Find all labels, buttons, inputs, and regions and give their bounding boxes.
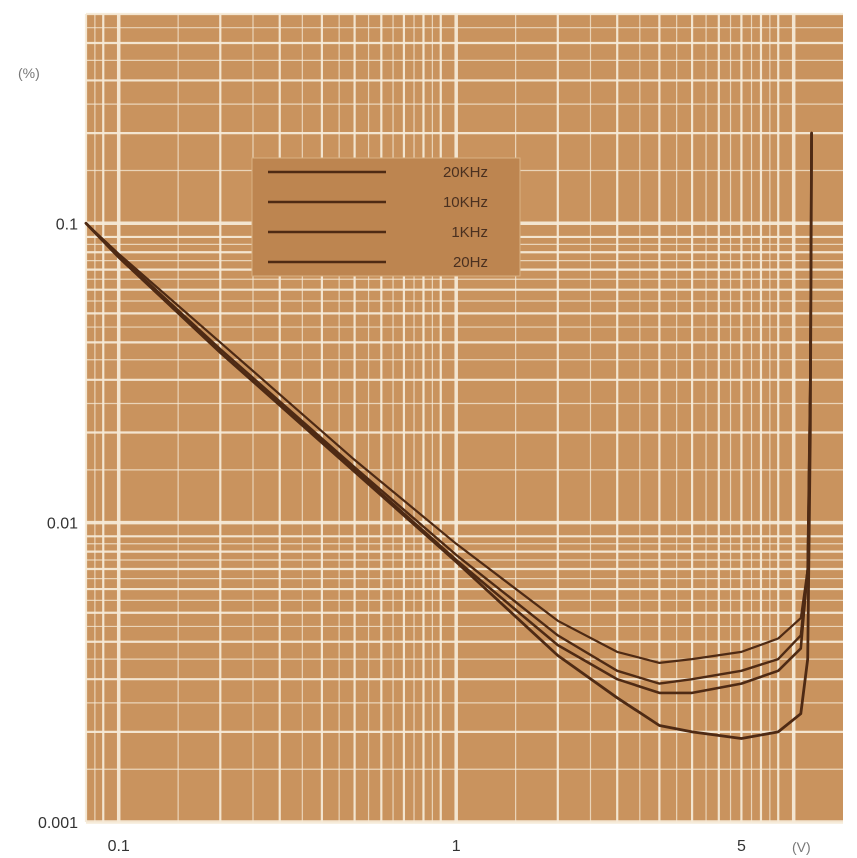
legend-box bbox=[251, 157, 521, 277]
series-line-20hz bbox=[84, 131, 813, 740]
x-tick-label: 5 bbox=[737, 838, 746, 855]
plot-background bbox=[86, 14, 843, 822]
y-unit-label: (%) bbox=[18, 65, 40, 81]
y-tick-label: 0.1 bbox=[56, 216, 78, 233]
y-tick-label: 0.01 bbox=[47, 516, 78, 533]
x-tick-label: 0.1 bbox=[108, 838, 130, 855]
y-tick-label: 0.001 bbox=[38, 815, 78, 832]
grid-lines bbox=[84, 12, 843, 824]
x-unit-label: (V) bbox=[792, 839, 811, 855]
series-curves bbox=[84, 131, 813, 740]
legend: 20KHz 10KHz 1KHz 20Hz bbox=[251, 157, 521, 277]
legend-label-20hz: 20Hz bbox=[453, 254, 488, 271]
x-tick-labels: 0.1 1 5 bbox=[108, 838, 746, 855]
x-tick-label: 1 bbox=[452, 838, 461, 855]
y-tick-labels: 0.1 0.01 0.001 bbox=[38, 216, 78, 832]
legend-label-1khz: 1KHz bbox=[451, 224, 488, 241]
legend-label-10khz: 10KHz bbox=[443, 194, 488, 211]
legend-label-20khz: 20KHz bbox=[443, 164, 488, 181]
